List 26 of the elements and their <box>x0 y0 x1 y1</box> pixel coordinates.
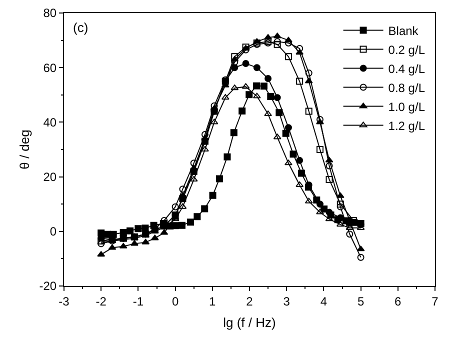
y-tick-label: -20 <box>39 279 57 294</box>
x-tick-label: 5 <box>357 294 364 308</box>
y-tick-label: 60 <box>43 60 57 75</box>
legend-label: 0.4 g/L <box>388 62 426 76</box>
y-axis-title: θ / deg <box>17 130 32 170</box>
x-tick-label: 4 <box>320 294 328 308</box>
x-tick-label: 7 <box>432 294 439 308</box>
x-tick-label: -2 <box>96 294 107 308</box>
x-tick-label: 0 <box>172 294 179 308</box>
x-tick-label: -1 <box>132 294 144 308</box>
y-tick-label: 40 <box>43 115 57 130</box>
x-tick-label: 3 <box>283 294 290 308</box>
x-axis-title: lg (f / Hz) <box>223 315 276 330</box>
legend-label: 0.8 g/L <box>388 80 426 95</box>
y-tick-label: 20 <box>43 170 57 184</box>
legend-label: 0.2 g/L <box>388 42 426 57</box>
annotation: (c) <box>73 20 88 35</box>
x-tick-label: -3 <box>58 294 70 308</box>
legend-label: Blank <box>388 24 420 38</box>
x-tick-label: 1 <box>209 294 216 308</box>
legend-label: 1.0 g/L <box>388 100 426 114</box>
y-tick-label: 80 <box>43 6 57 20</box>
legend-label: 1.2 g/L <box>388 118 426 133</box>
x-tick-label: 6 <box>394 294 402 308</box>
x-tick-label: 2 <box>246 294 254 308</box>
y-tick-label: 0 <box>50 224 57 239</box>
